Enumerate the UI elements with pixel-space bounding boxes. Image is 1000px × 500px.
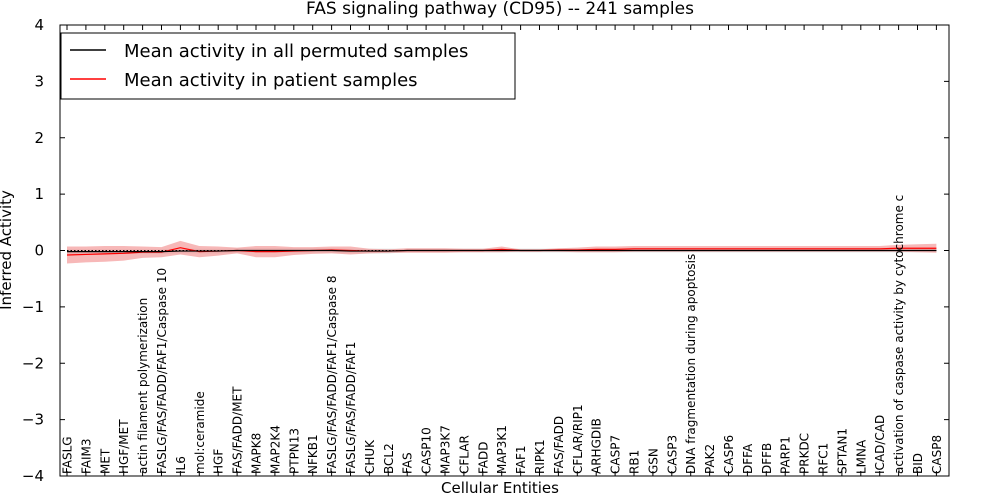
x-category-label: CFLAR (457, 435, 471, 474)
x-category-label: CASP7 (609, 435, 623, 474)
x-category-label: FASLG (61, 436, 75, 474)
x-category-label: NFKB1 (306, 434, 320, 474)
x-category-label: CASP8 (930, 435, 944, 474)
legend-box (60, 32, 516, 100)
x-category-label: CASP6 (722, 435, 736, 474)
x-category-label: FAF1 (514, 445, 528, 474)
x-category-label: RB1 (628, 450, 642, 474)
x-category-label: HGF/MET (117, 419, 131, 474)
x-category-label: PTPN13 (287, 428, 301, 474)
x-category-label: FASLG/FAS/FADD/FAF1/Caspase 10 (155, 268, 169, 474)
x-category-label: actin filament polymerization (136, 298, 150, 474)
x-category-label: CFLAR/RIP1 (571, 404, 585, 474)
x-category-label: FASLG/FAS/FADD/FAF1 (344, 342, 358, 474)
x-category-label: DFFA (741, 443, 755, 474)
y-tick-label: 3 (34, 72, 44, 90)
y-axis: −4 −3 −2 −1 0 1 2 3 4 (22, 16, 949, 485)
y-tick-label: 2 (34, 129, 44, 147)
band-series-1 (67, 240, 937, 264)
x-category-label: SPTAN1 (835, 428, 849, 474)
x-category-label: LMNA (854, 439, 868, 474)
x-category-label: RFC1 (817, 443, 831, 474)
y-tick-label: 1 (34, 185, 44, 203)
y-tick-label: −2 (22, 354, 44, 372)
x-category-label: FAS/FADD (552, 416, 566, 474)
x-category-label: activation of caspase activity by cytoch… (892, 195, 906, 474)
y-tick-label: 4 (34, 16, 44, 34)
x-category-label: ARHGDIB (590, 418, 604, 474)
x-category-label: HGF (212, 449, 226, 474)
x-category-label: FAS (401, 452, 415, 474)
y-tick-label: −1 (22, 298, 44, 316)
x-category-label: CHUK (363, 439, 377, 474)
x-category-label: RIPK1 (533, 439, 547, 474)
x-category-label: GSN (646, 448, 660, 474)
chart-title: FAS signaling pathway (CD95) -- 241 samp… (306, 0, 694, 19)
x-category-label: MAPK8 (250, 433, 264, 474)
x-category-label: MET (98, 448, 112, 474)
y-axis-title: Inferred Activity (0, 190, 15, 310)
line-series-0 (67, 249, 937, 253)
x-category-label: FASLG/FAS/FADD/FAF1/Caspase 8 (325, 276, 339, 475)
x-category-label: MAP3K7 (439, 425, 453, 474)
legend-label-permuted: Mean activity in all permuted samples (124, 41, 468, 62)
x-category-label: IL6 (174, 456, 188, 474)
x-category-label: FAS/FADD/MET (231, 386, 245, 474)
x-category-label: PRKDC (798, 433, 812, 474)
x-category-label: PARP1 (779, 436, 793, 474)
x-category-label: ICAD/CAD (873, 415, 887, 474)
x-category-label: PAK2 (703, 444, 717, 474)
x-category-label: DFFB (760, 443, 774, 474)
x-category-label: FADD (476, 442, 490, 475)
y-tick-label: −3 (22, 411, 44, 429)
x-category-label: BID (911, 453, 925, 474)
legend: Mean activity in all permuted samples Me… (60, 32, 516, 100)
x-category-label: MAP3K1 (495, 425, 509, 474)
x-category-label: CASP10 (420, 427, 434, 474)
confidence-bands (67, 240, 937, 264)
y-tick-label: −4 (22, 467, 44, 485)
x-category-label: DNA fragmentation during apoptosis (684, 254, 698, 474)
x-category-label: CASP3 (665, 435, 679, 474)
x-category-label: BCL2 (382, 443, 396, 474)
x-category-label: mol:ceramide (193, 391, 207, 474)
series-lines (66, 247, 937, 256)
x-category-label: MAP2K4 (268, 425, 282, 474)
legend-label-patient: Mean activity in patient samples (124, 70, 418, 91)
y-tick-label: 0 (34, 242, 44, 260)
x-axis-title: Cellular Entities (441, 479, 559, 497)
x-axis: FASLG FAIM3 MET HGF/MET actin filament polym… (61, 25, 944, 476)
x-category-label: FAIM3 (79, 438, 93, 474)
